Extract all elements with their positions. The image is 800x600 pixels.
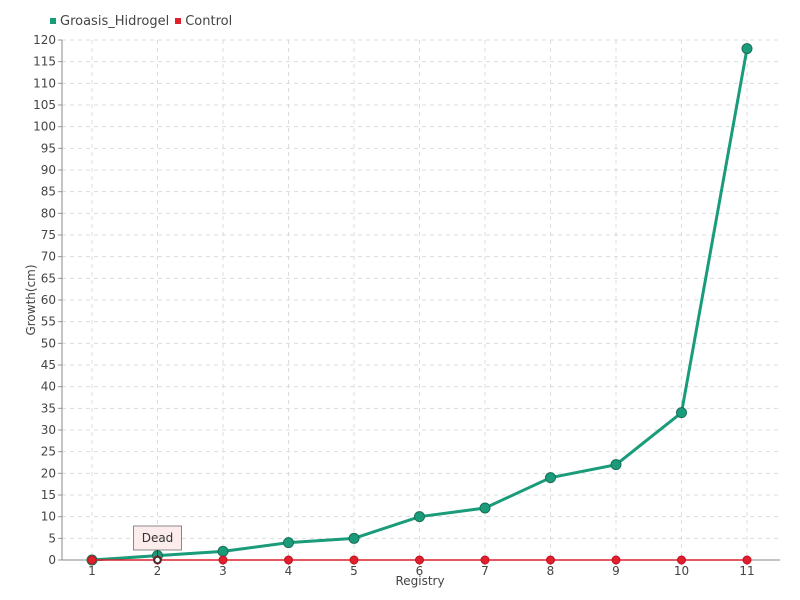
x-tick-label: 5 — [350, 564, 358, 578]
x-tick-label: 6 — [416, 564, 424, 578]
legend-item-groasis[interactable]: Groasis_Hidrogel — [50, 14, 169, 29]
data-point-control[interactable] — [611, 555, 621, 565]
x-tick-label: 10 — [674, 564, 689, 578]
legend-swatch-control — [175, 18, 182, 24]
x-axis-title: Registry — [395, 574, 444, 588]
legend-item-control[interactable]: Control — [175, 14, 232, 29]
data-point-groasis-hidrogel[interactable] — [610, 459, 622, 471]
y-axis-title: Growth(cm) — [24, 264, 38, 335]
data-point-control[interactable] — [480, 555, 490, 565]
y-tick-label: 60 — [41, 293, 56, 307]
legend-label-control: Control — [185, 13, 233, 29]
y-tick-label: 30 — [41, 423, 56, 437]
x-tick-label: 1 — [88, 564, 96, 578]
axes: 0510152025303540455055606570758085909510… — [33, 33, 780, 578]
legend-label-groasis: Groasis_Hidrogel — [60, 13, 170, 29]
x-tick-label: 8 — [547, 564, 555, 578]
data-point-groasis-hidrogel[interactable] — [741, 43, 753, 55]
data-point-groasis-hidrogel[interactable] — [217, 545, 229, 557]
grid — [62, 39, 780, 560]
data-point-control[interactable] — [742, 555, 752, 565]
y-tick-label: 90 — [41, 163, 56, 177]
y-tick-label: 10 — [41, 510, 56, 524]
data-point-groasis-hidrogel[interactable] — [414, 511, 425, 523]
data-point-control[interactable] — [284, 555, 293, 565]
y-tick-label: 70 — [41, 250, 56, 264]
data-point-control[interactable] — [87, 555, 97, 565]
data-point-control[interactable] — [415, 555, 424, 565]
y-tick-label: 55 — [41, 315, 56, 329]
y-tick-label: 20 — [41, 466, 56, 480]
legend: Groasis_Hidrogel Control — [50, 12, 238, 30]
x-tick-label: 2 — [154, 564, 162, 578]
y-tick-label: 75 — [41, 228, 56, 242]
data-point-groasis-hidrogel[interactable] — [283, 537, 294, 549]
y-tick-label: 100 — [33, 120, 56, 134]
y-tick-label: 35 — [41, 401, 56, 415]
annotation-label: Dead — [142, 531, 174, 545]
annotation-marker — [153, 556, 162, 564]
data-point-control[interactable] — [218, 555, 228, 565]
annotation-layer: Dead — [133, 525, 182, 564]
y-tick-label: 45 — [41, 358, 56, 372]
data-point-groasis-hidrogel[interactable] — [676, 407, 687, 419]
series-layer — [86, 43, 753, 566]
x-tick-label: 4 — [285, 564, 293, 578]
data-point-groasis-hidrogel[interactable] — [545, 472, 556, 484]
data-point-control[interactable] — [546, 555, 555, 565]
y-tick-label: 80 — [41, 206, 56, 220]
y-tick-label: 50 — [41, 336, 56, 350]
y-tick-label: 115 — [33, 55, 56, 69]
data-point-control[interactable] — [349, 555, 359, 565]
y-tick-label: 5 — [48, 531, 56, 545]
y-tick-label: 85 — [41, 185, 56, 199]
y-tick-label: 40 — [41, 380, 56, 394]
y-tick-label: 120 — [33, 33, 56, 47]
y-tick-label: 25 — [41, 445, 56, 459]
y-tick-label: 0 — [48, 553, 56, 567]
y-tick-label: 105 — [33, 98, 56, 112]
data-point-groasis-hidrogel[interactable] — [479, 502, 491, 514]
x-tick-label: 3 — [219, 564, 227, 578]
data-point-groasis-hidrogel[interactable] — [348, 532, 360, 544]
x-tick-label: 11 — [739, 564, 754, 578]
y-tick-label: 15 — [41, 488, 56, 502]
x-tick-label: 9 — [612, 564, 620, 578]
data-point-control[interactable] — [677, 555, 686, 565]
y-tick-label: 95 — [41, 141, 56, 155]
x-tick-label: 7 — [481, 564, 489, 578]
legend-swatch-groasis — [50, 18, 56, 24]
annotation-box — [133, 525, 182, 551]
y-tick-label: 110 — [33, 76, 56, 90]
y-tick-label: 65 — [41, 271, 56, 285]
